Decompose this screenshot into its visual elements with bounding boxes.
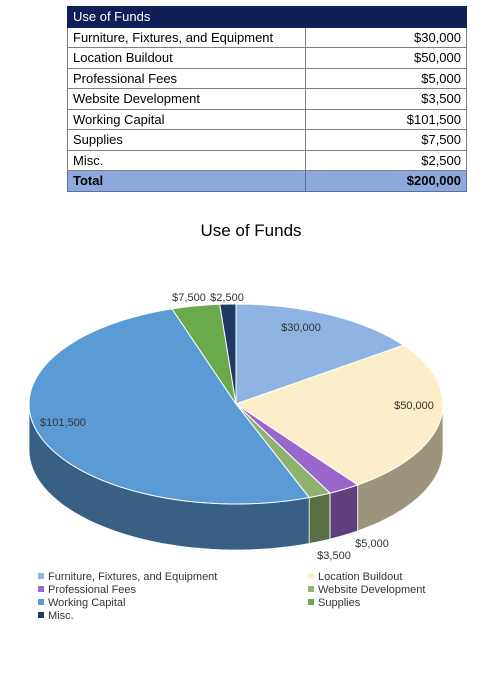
data-label-5: $7,500 (172, 292, 206, 304)
legend-item: Supplies (308, 597, 360, 610)
legend-item: Professional Fees (38, 584, 136, 597)
legend-label: Professional Fees (48, 584, 137, 596)
legend-label: Furniture, Fixtures, and Equipment (48, 571, 218, 583)
table-row: Supplies $7,500 (67, 129, 467, 151)
data-label-6: $2,500 (210, 292, 244, 304)
pie-side-3 (308, 492, 331, 545)
table-header-row: Use of Funds (67, 6, 467, 28)
legend-swatch (38, 612, 44, 619)
legend-swatch (38, 586, 44, 593)
legend-swatch (38, 573, 44, 580)
use-of-funds-table: Use of Funds Furniture, Fixtures, and Eq… (67, 6, 467, 192)
data-label-4: $101,500 (40, 417, 86, 429)
pie-slice-5 (171, 303, 237, 405)
pie-side-2 (329, 484, 359, 540)
pie-slice-0 (235, 303, 405, 405)
legend-label: Misc. (48, 610, 74, 622)
row-label: Furniture, Fixtures, and Equipment (67, 26, 306, 48)
legend-swatch (38, 599, 44, 606)
legend-swatch (308, 586, 314, 593)
data-label-3: $3,500 (317, 550, 351, 562)
row-amount: $2,500 (305, 149, 467, 171)
pie-slice-1 (234, 344, 444, 486)
table-row: Working Capital $101,500 (67, 108, 467, 130)
legend-label: Working Capital (48, 597, 126, 609)
legend-item: Location Buildout (308, 571, 402, 584)
row-label: Professional Fees (67, 67, 306, 89)
pie-slice-6 (219, 303, 237, 405)
table-row: Website Development $3,500 (67, 88, 467, 110)
data-label-2: $5,000 (355, 538, 389, 550)
table-total-row: Total $200,000 (67, 170, 467, 192)
chart-title: Use of Funds (200, 221, 302, 240)
table-header: Use of Funds (67, 6, 467, 28)
table-row: Misc. $2,500 (67, 149, 467, 171)
legend-item: Working Capital (38, 597, 125, 610)
total-label: Total (67, 170, 306, 192)
data-label-0: $30,000 (281, 322, 321, 334)
legend-swatch (308, 573, 314, 580)
legend-item: Website Development (308, 584, 425, 597)
legend-label: Location Buildout (318, 571, 403, 583)
total-amount: $200,000 (305, 170, 467, 192)
row-label: Website Development (67, 88, 306, 110)
legend-label: Supplies (318, 597, 361, 609)
table-row: Furniture, Fixtures, and Equipment $30,0… (67, 26, 467, 48)
legend-item: Furniture, Fixtures, and Equipment (38, 571, 217, 584)
legend-item: Misc. (38, 610, 74, 623)
legend-swatch (308, 599, 314, 606)
legend-label: Website Development (318, 584, 426, 596)
pie-slice-4 (28, 308, 311, 505)
data-label-1: $50,000 (394, 400, 434, 412)
